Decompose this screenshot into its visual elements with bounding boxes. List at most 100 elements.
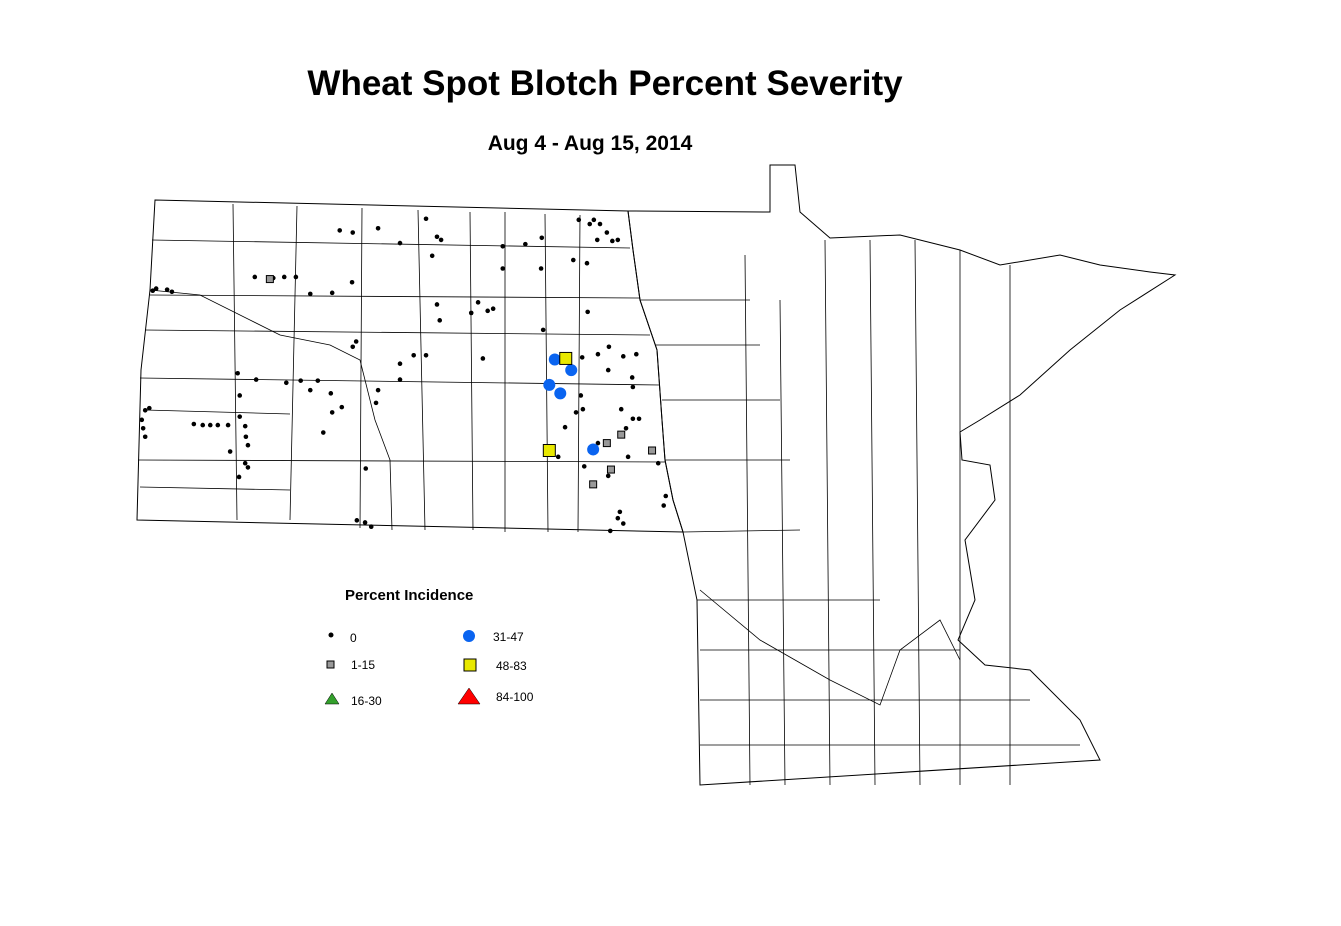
data-point-0 <box>555 454 561 460</box>
data-point-0 <box>142 407 148 413</box>
data-point-0 <box>329 290 335 296</box>
data-point-0 <box>225 422 231 428</box>
data-point-0 <box>578 393 584 398</box>
legend-symbol-0 <box>328 632 334 638</box>
data-point-0 <box>661 503 666 508</box>
data-point-48-83 <box>559 351 573 365</box>
legend-symbol-16-30 <box>324 692 340 705</box>
data-point-0 <box>630 416 636 422</box>
data-point-0 <box>500 243 506 249</box>
data-point-0 <box>595 351 601 357</box>
data-point-0 <box>298 378 303 383</box>
data-point-0 <box>307 291 313 297</box>
legend-label-84-100: 84-100 <box>496 690 534 704</box>
data-point-0 <box>655 460 661 466</box>
data-point-0 <box>606 344 612 350</box>
data-point-31-47 <box>565 364 578 377</box>
data-point-0 <box>490 306 496 312</box>
data-point-0 <box>315 378 321 383</box>
data-point-0 <box>207 422 213 428</box>
legend-label-0: 0 <box>350 631 357 645</box>
data-point-0 <box>579 355 585 360</box>
minnesota-outline <box>627 164 1177 786</box>
data-point-0 <box>617 509 623 515</box>
data-point-0 <box>610 238 615 244</box>
data-point-0 <box>591 217 597 223</box>
legend-label-48-83: 48-83 <box>496 659 527 673</box>
data-point-0 <box>363 466 369 471</box>
data-point-0 <box>500 266 506 271</box>
data-point-0 <box>350 230 356 235</box>
data-point-0 <box>227 449 233 454</box>
data-point-0 <box>634 351 639 357</box>
legend-symbol-48-83 <box>463 658 477 672</box>
data-point-0 <box>438 237 444 243</box>
data-point-0 <box>242 460 248 466</box>
data-point-0 <box>607 528 613 534</box>
legend-symbol-31-47 <box>463 630 475 642</box>
data-point-1-15 <box>648 446 657 455</box>
data-point-0 <box>630 384 636 390</box>
data-point-0 <box>570 257 576 263</box>
data-point-0 <box>434 302 440 307</box>
county-lines <box>137 203 1080 786</box>
data-point-1-15 <box>617 430 626 439</box>
north-dakota-outline <box>136 199 684 533</box>
data-point-0 <box>191 421 197 427</box>
data-point-31-47 <box>587 443 600 456</box>
data-point-0 <box>328 391 334 396</box>
data-point-0 <box>411 352 416 358</box>
data-point-0 <box>284 380 289 386</box>
data-point-0 <box>293 274 299 280</box>
data-point-0 <box>423 352 429 358</box>
legend-label-31-47: 31-47 <box>493 630 524 644</box>
data-point-0 <box>538 266 544 271</box>
data-point-0 <box>605 367 611 373</box>
data-point-0 <box>245 442 251 448</box>
data-point-0 <box>625 454 631 460</box>
data-point-0 <box>562 424 568 430</box>
data-point-0 <box>523 241 528 247</box>
data-points <box>139 216 669 534</box>
legend-title: Percent Incidence <box>345 587 474 604</box>
data-point-0 <box>147 405 152 411</box>
data-point-0 <box>164 287 170 292</box>
data-point-0 <box>584 260 590 266</box>
data-point-1-15 <box>589 480 598 489</box>
data-point-0 <box>629 375 635 380</box>
data-point-1-15 <box>602 439 611 448</box>
data-point-48-83 <box>542 444 556 458</box>
data-point-0 <box>215 422 221 428</box>
data-point-0 <box>337 228 343 233</box>
data-point-31-47 <box>543 378 556 391</box>
legend-symbols <box>324 630 481 705</box>
data-point-0 <box>353 339 359 344</box>
data-point-0 <box>236 474 242 480</box>
data-point-0 <box>397 240 403 246</box>
data-point-0 <box>585 309 590 315</box>
data-point-0 <box>615 237 621 243</box>
data-point-0 <box>480 356 486 361</box>
data-point-0 <box>373 400 379 406</box>
state-boundaries <box>136 164 1177 786</box>
data-point-0 <box>349 279 355 285</box>
data-point-0 <box>200 422 206 428</box>
data-point-0 <box>140 425 146 431</box>
data-point-0 <box>243 434 249 440</box>
data-point-0 <box>587 221 593 227</box>
data-point-0 <box>573 410 579 415</box>
data-point-0 <box>605 473 611 479</box>
data-point-0 <box>636 416 642 422</box>
data-point-0 <box>237 393 243 398</box>
data-point-0 <box>350 344 356 350</box>
data-point-0 <box>320 430 326 435</box>
data-point-0 <box>615 515 621 521</box>
data-point-0 <box>620 354 626 359</box>
data-point-0 <box>153 286 159 291</box>
data-point-0 <box>354 518 360 523</box>
data-point-0 <box>429 253 435 259</box>
data-point-0 <box>620 521 626 526</box>
data-point-0 <box>397 361 403 367</box>
map-subtitle: Aug 4 - Aug 15, 2014 <box>487 132 693 155</box>
data-point-0 <box>362 520 368 525</box>
